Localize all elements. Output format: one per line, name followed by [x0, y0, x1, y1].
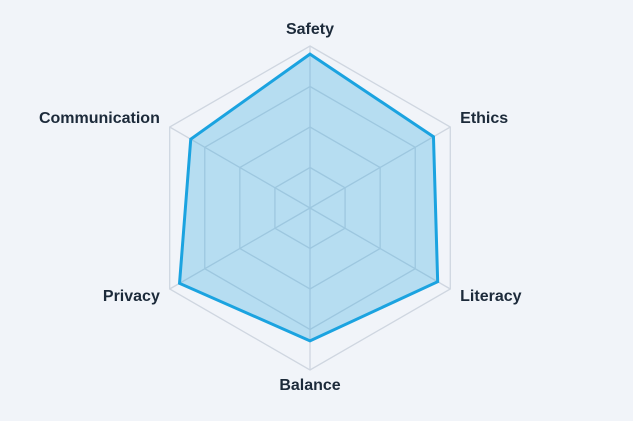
axis-label: Literacy [460, 288, 521, 305]
spoke [309, 207, 451, 290]
axis-label: Balance [279, 377, 340, 394]
axis-label: Safety [286, 21, 334, 38]
data-area [177, 52, 440, 343]
spoke [169, 207, 311, 290]
axis-label: Privacy [103, 288, 160, 305]
axis-label: Ethics [460, 110, 508, 127]
spoke [169, 126, 311, 209]
axis-label: Communication [39, 110, 160, 127]
spoke [309, 126, 451, 209]
